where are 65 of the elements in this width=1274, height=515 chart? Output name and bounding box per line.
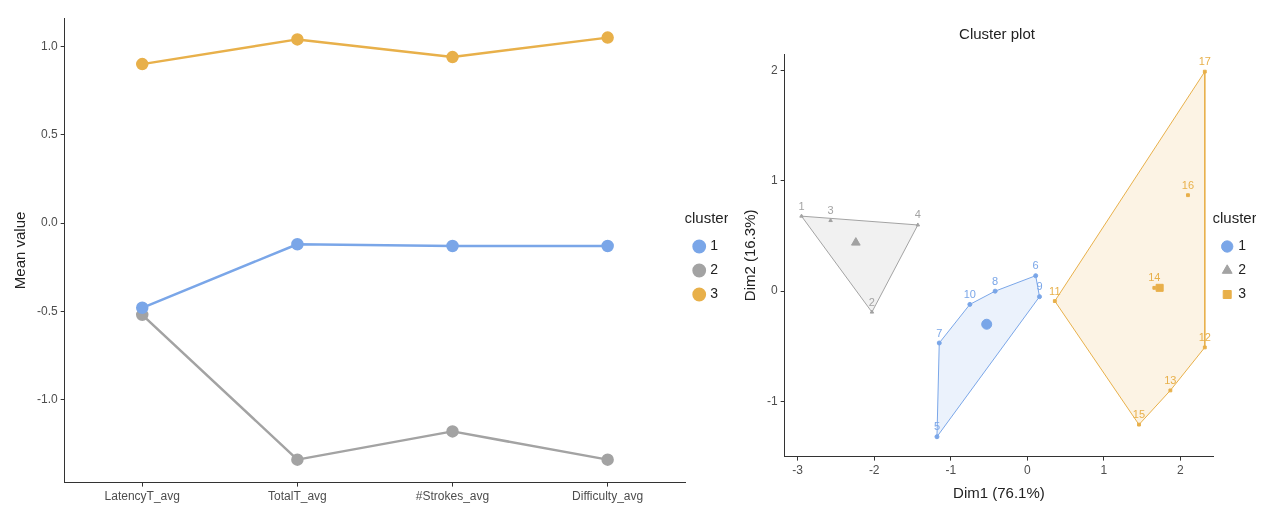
- point: [915, 222, 921, 227]
- point: [291, 453, 304, 466]
- annotation: 7: [936, 326, 943, 339]
- annotation: 6: [1032, 259, 1039, 272]
- x-tick-label: 0: [1023, 463, 1031, 478]
- legend-title: cluster: [1212, 209, 1257, 227]
- legend-label: 2: [710, 261, 719, 278]
- point: [981, 318, 993, 330]
- x-tick-label: LatencyT_avg: [104, 489, 180, 504]
- point: [291, 237, 304, 251]
- annotation: 1: [798, 199, 805, 212]
- legend-title: cluster: [684, 209, 729, 227]
- y-tick-label: -1: [767, 393, 778, 408]
- y-axis-title: Mean value: [11, 211, 29, 290]
- y-tick-label: 0.5: [40, 127, 58, 142]
- annotation: 10: [963, 287, 976, 300]
- annotation: 14: [1148, 271, 1161, 284]
- annotation: 13: [1164, 373, 1177, 386]
- x-axis-title: Dim1 (76.1%): [953, 484, 1045, 502]
- y-tick-label: 0.0: [40, 215, 58, 230]
- point: [446, 50, 459, 64]
- point: [446, 425, 459, 438]
- x-tick-label: -1: [945, 463, 957, 478]
- y-tick-label: -1.0: [36, 391, 58, 406]
- legend-label: 2: [1238, 261, 1247, 278]
- point: [1186, 193, 1190, 198]
- chart-title: Cluster plot: [959, 25, 1036, 43]
- legend-label: 3: [710, 285, 719, 302]
- y-tick-label: 1: [770, 173, 778, 188]
- point: [851, 237, 861, 246]
- point: [1155, 283, 1164, 292]
- point: [799, 213, 804, 218]
- x-tick-label: -2: [868, 463, 880, 478]
- y-tick-label: 2: [770, 62, 778, 77]
- annotation: 17: [1198, 55, 1211, 68]
- annotation: 15: [1132, 408, 1146, 421]
- annotation: 4: [914, 208, 921, 221]
- point: [1152, 285, 1157, 290]
- x-tick-label: 1: [1100, 463, 1108, 478]
- annotation: 11: [1049, 284, 1061, 297]
- x-tick-label: #Strokes_avg: [415, 489, 490, 504]
- annotation: 16: [1181, 178, 1195, 191]
- annotation: 8: [992, 274, 999, 287]
- y-axis-title: Dim2 (16.3%): [741, 209, 759, 302]
- annotation: 3: [827, 204, 834, 217]
- point: [869, 309, 875, 314]
- point: [446, 239, 459, 253]
- legend-label: 3: [1238, 285, 1247, 302]
- y-tick-label: 1.0: [40, 38, 58, 53]
- x-tick-label: Difficulty_avg: [572, 489, 644, 504]
- point: [601, 239, 614, 253]
- y-tick-label: -0.5: [36, 303, 58, 318]
- legend-label: 1: [710, 237, 719, 254]
- point: [601, 453, 614, 466]
- x-tick-label: 2: [1176, 463, 1184, 478]
- point: [136, 57, 149, 71]
- point: [828, 218, 833, 223]
- annotation: 2: [868, 295, 875, 308]
- x-tick-label: TotalT_avg: [268, 489, 327, 504]
- point: [601, 31, 614, 44]
- x-tick-label: -3: [792, 463, 804, 478]
- y-tick-label: 0: [770, 283, 778, 298]
- point: [136, 301, 149, 315]
- point: [291, 33, 304, 46]
- legend-label: 1: [1238, 237, 1247, 254]
